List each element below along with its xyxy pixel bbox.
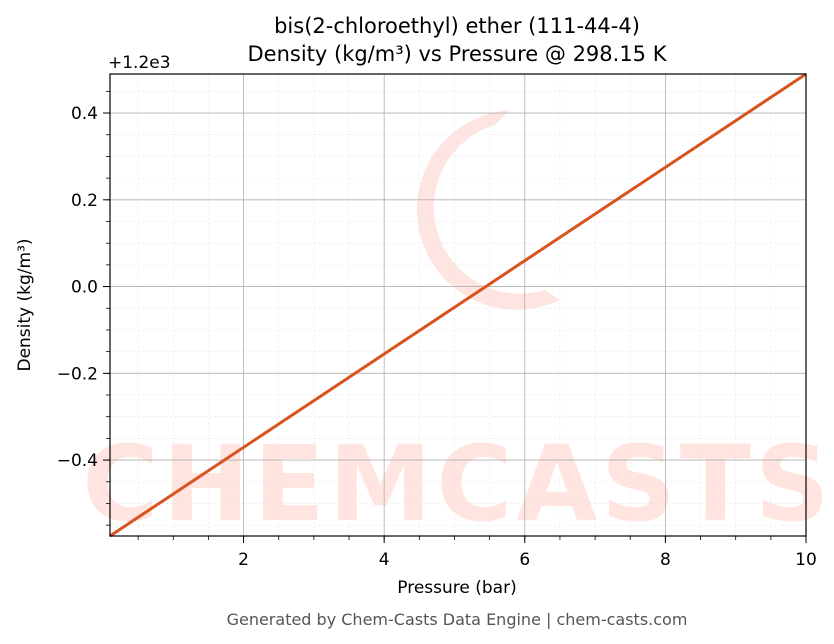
x-axis-label: Pressure (bar) (397, 578, 516, 598)
x-tick-label: 10 (795, 550, 817, 570)
ticks: 2 4 6 8 10 −0.4 −0.2 0.0 0.2 0.4 (57, 90, 817, 570)
chart-subtitle: Density (kg/m³) vs Pressure @ 298.15 K (247, 42, 667, 66)
x-tick-label: 8 (660, 550, 671, 570)
x-tick-label: 6 (519, 550, 530, 570)
y-axis-label: Density (kg/m³) (15, 238, 35, 371)
footer-credit: Generated by Chem-Casts Data Engine | ch… (227, 610, 688, 629)
y-tick-label: −0.4 (57, 451, 98, 471)
y-tick-label: 0.4 (71, 104, 98, 124)
y-tick-label: −0.2 (57, 364, 98, 384)
chart-title: bis(2-chloroethyl) ether (111-44-4) (274, 14, 640, 38)
density-line (109, 72, 807, 538)
plot-frame (109, 73, 807, 537)
major-grid (110, 74, 807, 536)
x-tick-label: 4 (379, 550, 390, 570)
chemcasts-watermark: CHEMCASTS (82, 110, 833, 545)
y-tick-label: 0.2 (71, 191, 98, 211)
watermark-logo-ring (416, 110, 560, 310)
watermark-text: CHEMCASTS (82, 423, 833, 545)
x-tick-label: 2 (238, 550, 249, 570)
y-tick-label: 0.0 (71, 278, 98, 298)
series-layer (109, 72, 807, 538)
y-offset-label: +1.2e3 (108, 53, 171, 73)
